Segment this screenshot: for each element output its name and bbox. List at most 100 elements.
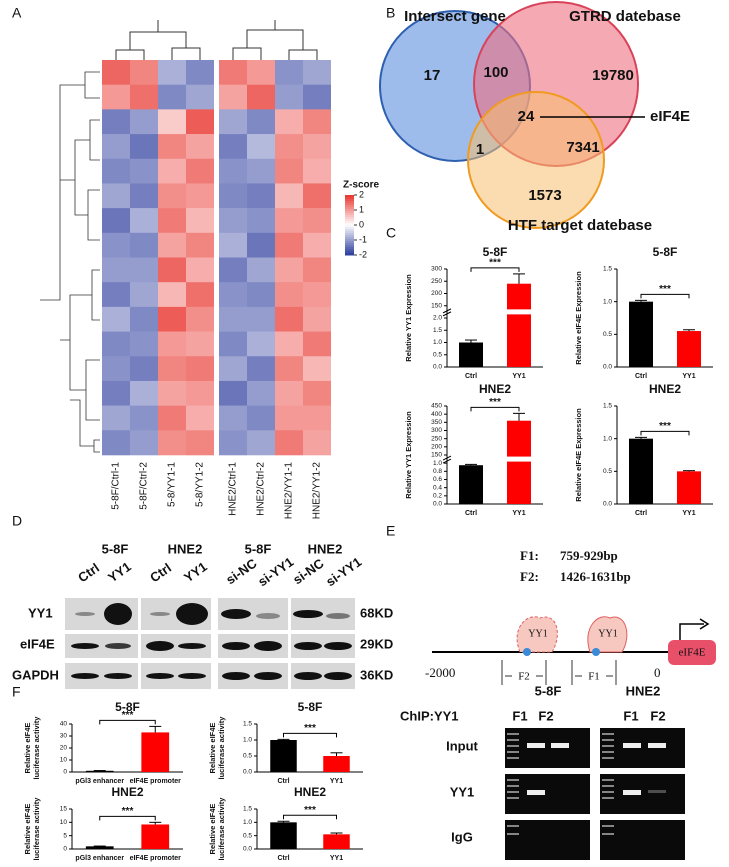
y-tick-label: 200: [431, 290, 442, 297]
lane-label: si-NC: [290, 555, 327, 587]
colorbar-step: [345, 195, 354, 198]
heatmap-cell: [130, 380, 158, 406]
heatmap-cell: [247, 380, 275, 406]
heatmap-cell: [130, 430, 158, 456]
y-tick-label: 1.0: [433, 460, 442, 467]
cell-line: HNE2: [626, 683, 661, 698]
bar: [677, 471, 701, 504]
heatmap-cell: [275, 282, 303, 308]
heatmap-cell: [158, 356, 186, 382]
heatmap-cell: [275, 158, 303, 184]
column-label: HNE2/Ctrl-2: [256, 462, 267, 516]
x-tick-label: pGl3 enhancer: [75, 855, 124, 862]
y-tick-label: 0.0: [603, 501, 612, 508]
cell-line: 5-8F: [245, 541, 272, 556]
heatmap-cell: [247, 282, 275, 308]
y-tick-label: 0.0: [433, 364, 442, 371]
venn-count: 17: [424, 67, 441, 84]
y-tick-label: 1.5: [603, 266, 612, 273]
significance-label: ***: [659, 421, 671, 432]
colorbar-step: [345, 225, 354, 228]
significance-label: ***: [489, 397, 501, 408]
colorbar-step: [345, 213, 354, 216]
colorbar-step: [345, 217, 354, 220]
heatmap-cell: [130, 232, 158, 258]
y-tick-label: 40: [60, 721, 68, 728]
y-tick-label: 0.5: [433, 351, 442, 358]
axis-break: [448, 309, 544, 315]
panel-letter: A: [12, 5, 22, 21]
x-tick-label: YY1: [682, 510, 695, 517]
callout-label: eIF4E: [650, 108, 690, 125]
heatmap-cell: [247, 331, 275, 357]
heatmap-cell: [130, 134, 158, 160]
chart-title: HNE2: [294, 785, 326, 799]
bar: [629, 301, 653, 367]
heatmap-cell: [275, 257, 303, 283]
venn-set-label: HTF target datebase: [508, 217, 652, 234]
heatmap-cell: [247, 356, 275, 382]
heatmap-cell: [102, 109, 130, 135]
y-tick-label: 0.5: [603, 468, 612, 475]
heatmap-cell: [158, 134, 186, 160]
chart-title: HNE2: [111, 785, 143, 799]
heatmap-cell: [130, 109, 158, 135]
factor-label: YY1: [528, 628, 547, 639]
heatmap-cell: [186, 306, 214, 332]
heatmap-cell: [303, 60, 331, 85]
heatmap-cell: [275, 109, 303, 135]
chip-gel: 5-8F HNE2 ChIP:YY1 F1 F2 F1 F2 Input YY1…: [400, 683, 685, 860]
x-tick-label: YY1: [330, 778, 343, 785]
y-tick-label: 1.0: [433, 339, 442, 346]
heatmap-cell: [186, 158, 214, 184]
y-tick-label: 350: [431, 419, 442, 426]
colorbar-step: [345, 253, 354, 256]
heatmap-cell: [130, 282, 158, 308]
heatmap-cell: [158, 331, 186, 357]
colorbar-step: [345, 243, 354, 246]
heatmap-cell: [130, 331, 158, 357]
heatmap-cell: [186, 134, 214, 160]
heatmap-cell: [158, 183, 186, 209]
heatmap-cell: [130, 84, 158, 110]
heatmap-cell: [130, 208, 158, 234]
y-axis-label: Relative eIF4E: [208, 804, 217, 855]
heatmap-cell: [102, 380, 130, 406]
factor-label: YY1: [598, 628, 617, 639]
bar: [459, 342, 483, 367]
heatmap-cell: [303, 356, 331, 382]
heatmap-cell: [219, 60, 247, 85]
venn-count: 1573: [528, 187, 561, 204]
y-tick-label: 10: [60, 819, 68, 826]
heatmap-cell: [275, 331, 303, 357]
bar: [507, 283, 531, 367]
colorbar-step: [345, 219, 354, 222]
column-label: 5-8F/Ctrl-1: [111, 462, 122, 510]
significance-bracket: [99, 719, 156, 725]
heatmap-cell: [158, 60, 186, 85]
heatmap-cell: [219, 84, 247, 110]
heatmap-cell: [275, 208, 303, 234]
bar: [141, 824, 170, 849]
fragment-header: F2: [650, 708, 665, 723]
heatmap-cell: [158, 380, 186, 406]
fragment-header: F1: [512, 708, 527, 723]
venn-count: 24: [518, 108, 535, 125]
colorbar-step: [345, 233, 354, 236]
heatmap-cell: [303, 232, 331, 258]
y-tick-label: 150: [431, 302, 442, 309]
heatmap-cell: [186, 232, 214, 258]
heatmap-cell: [186, 208, 214, 234]
heatmap-cell: [247, 430, 275, 456]
fragment-name: F2:: [520, 569, 539, 584]
heatmap-cell: [303, 257, 331, 283]
legend-title: Z-score: [343, 180, 380, 191]
panel-letter: C: [386, 225, 396, 241]
heatmap-cell: [247, 257, 275, 283]
x-tick-label: YY1: [512, 373, 525, 380]
chart-title: 5-8F: [298, 700, 323, 714]
heatmap-cell: [158, 109, 186, 135]
heatmap-cell: [303, 306, 331, 332]
x-tick-label: eIF4E promoter: [130, 778, 182, 785]
heatmap-cell: [102, 405, 130, 431]
